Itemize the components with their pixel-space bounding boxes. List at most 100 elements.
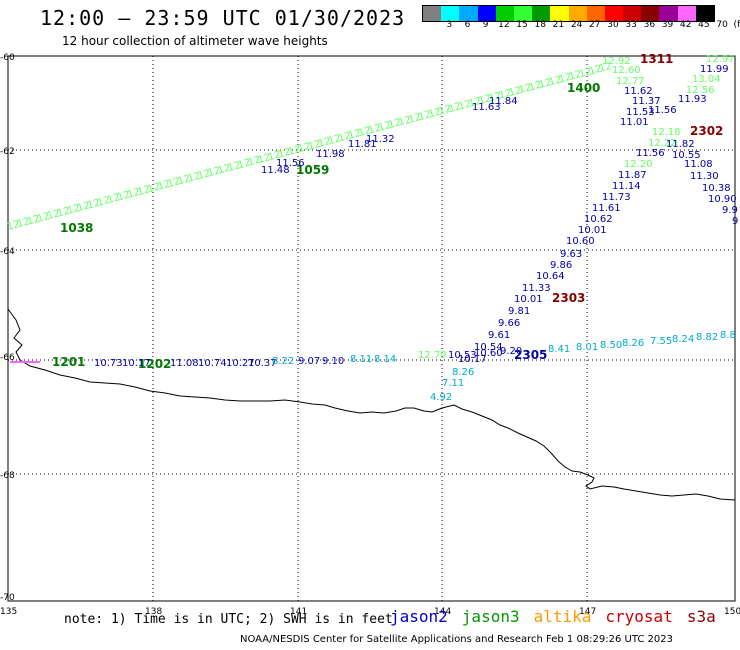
color-swatch bbox=[568, 6, 587, 21]
swh-value-marker: 12 bbox=[457, 98, 472, 112]
swh-value: 10.55 bbox=[672, 150, 701, 161]
satellite-cryosat: cryosat bbox=[605, 607, 673, 626]
swh-value: 9.86 bbox=[550, 260, 572, 271]
swh-value-marker: 12 bbox=[26, 214, 41, 228]
swh-value: 12.79 bbox=[418, 350, 447, 361]
color-swatch bbox=[495, 6, 514, 21]
color-scale-label: 6 bbox=[464, 20, 471, 30]
swh-value: 11.14 bbox=[612, 181, 641, 192]
time-label: 1400 bbox=[567, 81, 600, 95]
swh-value: 11.62 bbox=[624, 86, 653, 97]
swh-value-marker: 12 bbox=[488, 90, 503, 104]
swh-value: 10.90 bbox=[708, 194, 737, 205]
swh-value: 11.99 bbox=[700, 64, 729, 75]
swh-value-marker: 12 bbox=[568, 69, 583, 83]
swh-value-marker: 12 bbox=[578, 66, 593, 80]
color-swatch bbox=[423, 6, 442, 21]
swh-value: 8.41 bbox=[548, 344, 570, 355]
swh-value-marker: 12 bbox=[538, 77, 553, 91]
color-scale-label: 33 bbox=[625, 20, 637, 30]
lat-label: -60 bbox=[0, 53, 15, 63]
swh-value: 8.8 bbox=[720, 330, 736, 341]
color-swatch bbox=[677, 6, 696, 21]
swh-value: 8.22 bbox=[272, 356, 294, 367]
time-label: 1311 bbox=[640, 52, 673, 66]
lat-label: -66 bbox=[0, 353, 15, 363]
swh-value-marker: 12 bbox=[207, 165, 222, 179]
swh-value: 12.18 bbox=[652, 127, 681, 138]
swh-value: 10.53 bbox=[448, 350, 477, 361]
map-title: 12:00 – 23:59 UTC 01/30/2023 bbox=[40, 6, 406, 30]
time-label: 1201 bbox=[52, 355, 85, 369]
swh-value-marker: 12 bbox=[287, 144, 302, 158]
time-label: 1038 bbox=[60, 221, 93, 235]
swh-value: 11.93 bbox=[678, 94, 707, 105]
swh-value: 10.17 bbox=[122, 358, 151, 369]
color-scale-label: 30 bbox=[607, 20, 619, 30]
swh-value: 11.08 bbox=[684, 159, 713, 170]
lon-label: 135 bbox=[0, 607, 17, 617]
swh-value-marker: 12 bbox=[317, 136, 332, 150]
swh-value: 11.37 bbox=[632, 96, 661, 107]
color-swatch bbox=[641, 6, 660, 21]
swh-value: 11.48 bbox=[261, 165, 290, 176]
swh-value-marker: 12 bbox=[187, 171, 202, 185]
swh-value-marker: 12 bbox=[528, 80, 543, 94]
color-swatch bbox=[659, 6, 678, 21]
time-label: 2305 bbox=[514, 348, 547, 362]
satellite-altika: altika bbox=[533, 607, 592, 626]
swh-value: 11.56 bbox=[648, 105, 677, 116]
swh-value-marker: 12 bbox=[478, 93, 493, 107]
swh-value: 7.11 bbox=[442, 378, 464, 389]
lat-label: -64 bbox=[0, 247, 15, 257]
swh-value: 9.81 bbox=[508, 306, 530, 317]
swh-value-marker: 12 bbox=[297, 141, 312, 155]
swh-value-marker: 12 bbox=[447, 101, 462, 115]
swh-value-marker: 12 bbox=[508, 85, 523, 99]
swh-value: 10.74 bbox=[198, 358, 227, 369]
swh-value: 11.30 bbox=[690, 171, 719, 182]
swh-value: 11.01 bbox=[620, 117, 649, 128]
swh-value-marker: 12 bbox=[407, 112, 422, 126]
color-scale-label: 42 bbox=[679, 20, 692, 30]
swh-value-marker: 12 bbox=[166, 176, 181, 190]
swh-value-marker: 12 bbox=[267, 149, 282, 163]
satellite-legend: jason2 jason3 altika cryosat s3a bbox=[390, 607, 716, 626]
swh-value-marker: 12 bbox=[106, 192, 121, 206]
swh-value-marker: 12 bbox=[518, 82, 533, 96]
lon-label: 150 bbox=[724, 607, 740, 617]
swh-value-marker: 12 bbox=[16, 216, 31, 230]
swh-value: 11.32 bbox=[366, 134, 395, 145]
color-scale-label: 39 bbox=[661, 20, 674, 30]
swh-value: 12.77 bbox=[616, 76, 645, 87]
swh-value: 10.38 bbox=[702, 183, 731, 194]
swh-value-marker: 12 bbox=[247, 155, 262, 169]
color-swatch bbox=[586, 6, 605, 21]
swh-value: 11.81 bbox=[348, 139, 377, 150]
swh-value-marker: 12 bbox=[36, 211, 51, 225]
color-swatch bbox=[477, 6, 496, 21]
swh-value: 7.55 bbox=[650, 336, 672, 347]
color-swatch bbox=[695, 6, 714, 21]
swh-value-marker: 12 bbox=[277, 147, 292, 161]
swh-value-marker: 12 bbox=[56, 206, 71, 220]
swh-value-marker: 12 bbox=[588, 64, 603, 78]
lon-labels: 135 138 141 144 147 150 bbox=[0, 607, 740, 617]
swh-value: 11.63 bbox=[472, 102, 501, 113]
swh-value-marker: 12 bbox=[377, 120, 392, 134]
swh-value: 9.63 bbox=[560, 249, 582, 260]
swh-value: 12.22 bbox=[648, 138, 677, 149]
swh-value-marker: 12 bbox=[337, 131, 352, 145]
time-label: 1202 bbox=[138, 357, 171, 371]
swh-value-marker: 12 bbox=[156, 179, 171, 193]
satellite-jason2: jason2 bbox=[390, 607, 448, 626]
satellite-s3a: s3a bbox=[686, 607, 716, 626]
color-scale-label: 12 bbox=[498, 20, 510, 30]
swh-value-marker: 12 bbox=[66, 203, 81, 217]
swh-value: 9 bbox=[732, 216, 738, 227]
swh-value: 10.37 bbox=[248, 358, 277, 369]
color-scale-bar bbox=[422, 5, 715, 22]
swh-value: 11.87 bbox=[618, 170, 647, 181]
swh-value: 9.10 bbox=[322, 356, 344, 367]
